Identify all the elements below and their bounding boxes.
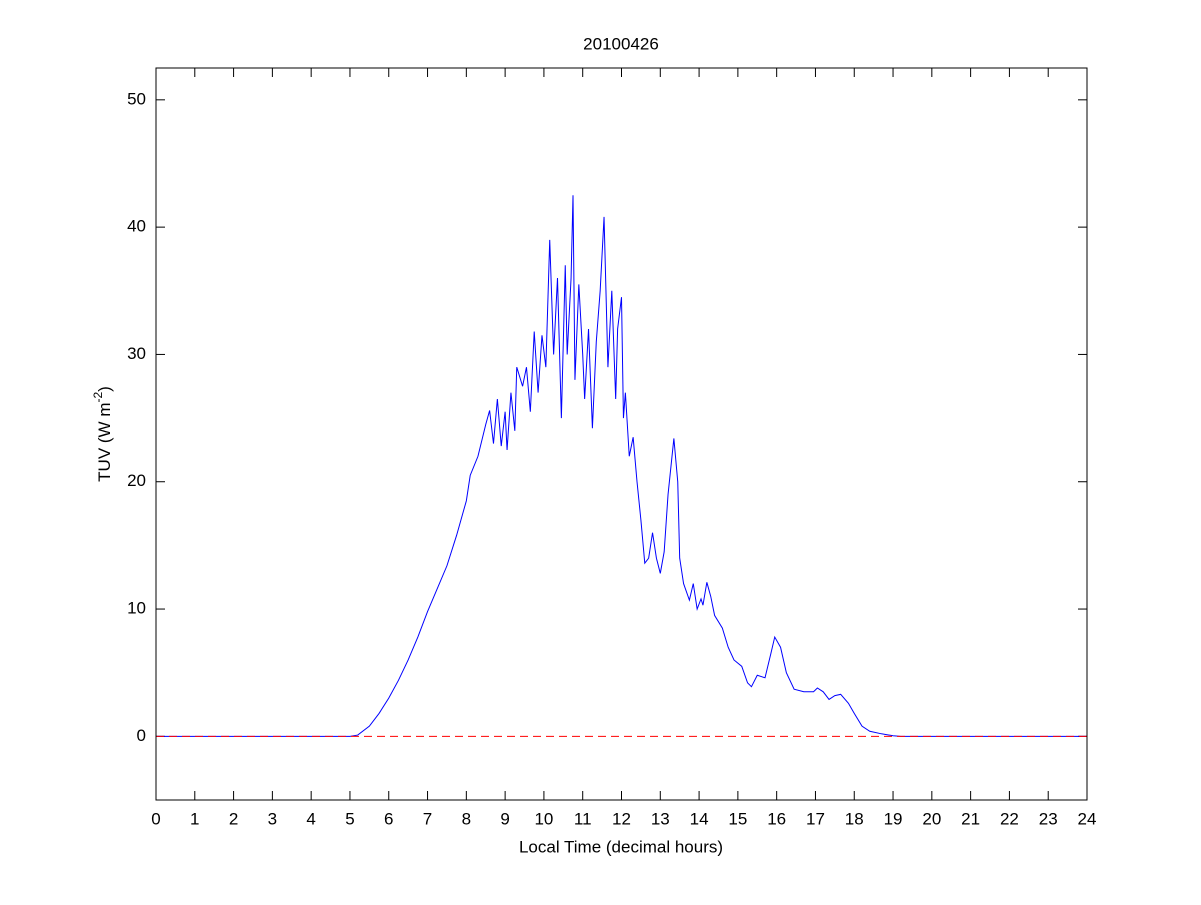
- y-tick-label: 40: [127, 217, 146, 236]
- x-tick-label: 12: [612, 809, 631, 828]
- x-tick-label: 5: [345, 809, 354, 828]
- x-tick-label: 11: [574, 809, 592, 828]
- data-line: [156, 195, 1087, 737]
- plot-frame: [155, 67, 1088, 801]
- x-tick-label: 14: [690, 809, 709, 828]
- x-axis-label: Local Time (decimal hours): [519, 837, 723, 856]
- x-tick-label: 20: [922, 809, 941, 828]
- x-tick-label: 23: [1039, 809, 1058, 828]
- y-tick-label: 10: [127, 599, 146, 618]
- x-tick-label: 4: [306, 809, 315, 828]
- y-tick-label: 20: [127, 471, 146, 490]
- y-label-superscript: -2: [91, 392, 105, 403]
- x-tick-label: 0: [151, 809, 160, 828]
- x-tick-label: 3: [268, 809, 277, 828]
- x-tick-label: 15: [728, 809, 747, 828]
- x-tick-label: 13: [651, 809, 670, 828]
- x-tick-label: 22: [1000, 809, 1019, 828]
- x-tick-label: 8: [462, 809, 471, 828]
- y-tick-label: 50: [127, 89, 146, 108]
- x-tick-label: 16: [767, 809, 786, 828]
- x-tick-label: 10: [534, 809, 553, 828]
- x-tick-label: 24: [1078, 809, 1097, 828]
- y-label-suffix: ): [95, 386, 114, 392]
- x-tick-label: 1: [190, 809, 199, 828]
- x-tick-label: 6: [384, 809, 393, 828]
- x-tick-label: 17: [806, 809, 825, 828]
- x-tick-label: 9: [500, 809, 509, 828]
- x-tick-label: 2: [229, 809, 238, 828]
- y-axis-label: TUV (W m-2): [91, 386, 114, 482]
- y-tick-label: 0: [137, 726, 146, 745]
- x-tick-label: 21: [961, 809, 980, 828]
- chart-title: 20100426: [583, 34, 659, 53]
- y-tick-label: 30: [127, 344, 146, 363]
- x-tick-label: 18: [845, 809, 864, 828]
- x-tick-label: 19: [884, 809, 903, 828]
- x-tick-label: 7: [423, 809, 432, 828]
- y-label-text: TUV (W m: [95, 403, 114, 482]
